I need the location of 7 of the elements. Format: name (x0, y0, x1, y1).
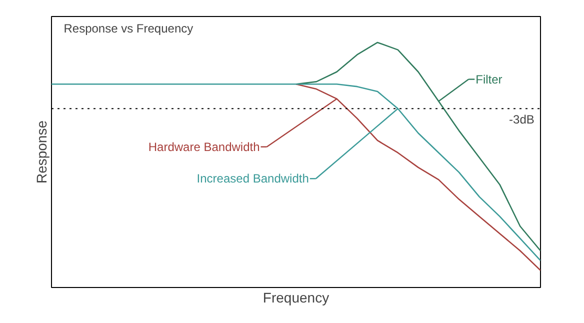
x-axis-title: Frequency (262, 290, 330, 306)
chart-title: Response vs Frequency (64, 22, 194, 36)
legend-label: Hardware Bandwidth (148, 140, 260, 154)
text: Filter (476, 72, 502, 86)
legend-label: Increased Bandwidth (196, 172, 309, 186)
ref-line-label: -3dB (509, 112, 534, 127)
y-axis-title: Response (34, 120, 50, 184)
